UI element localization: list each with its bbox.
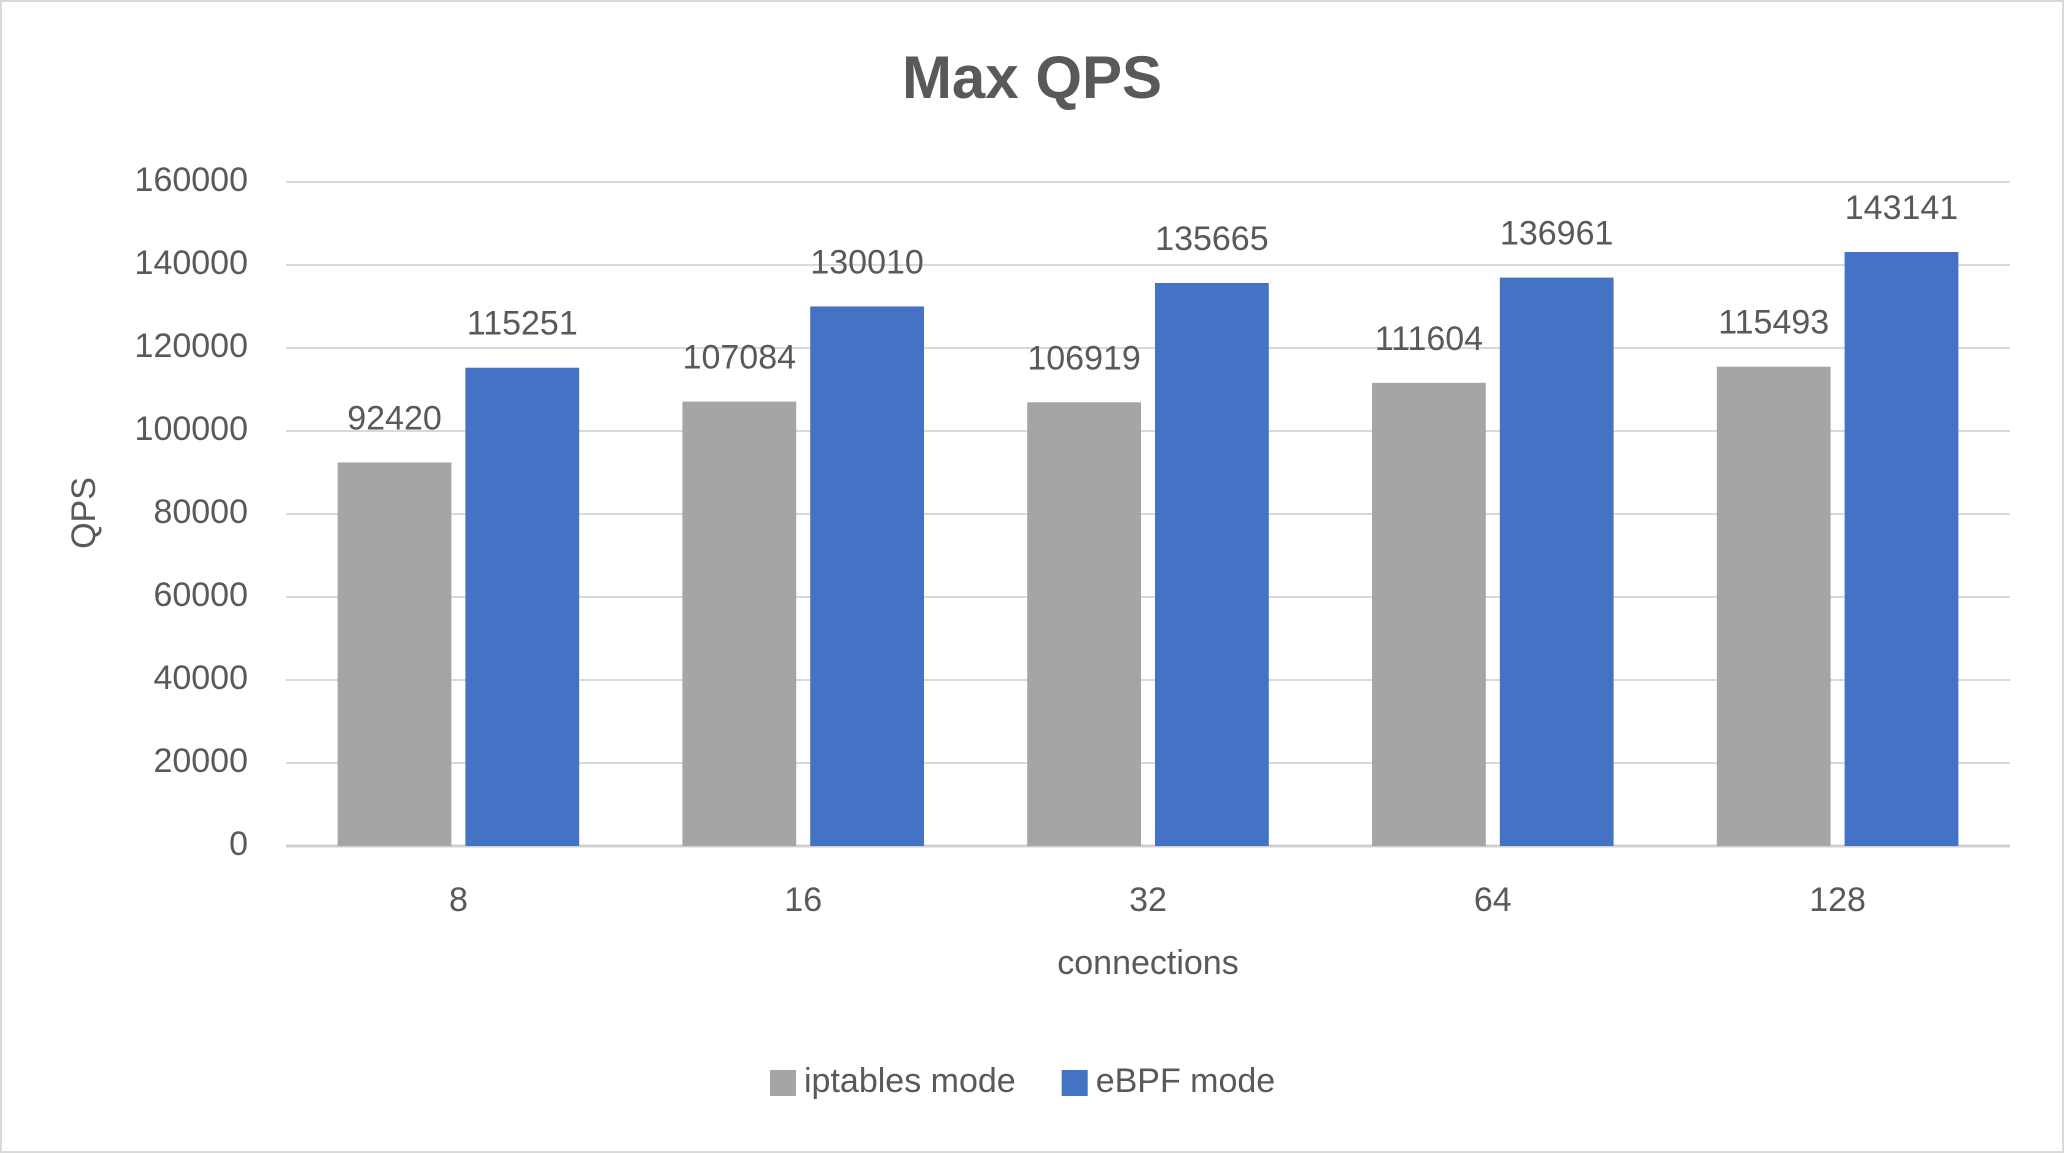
bar	[1155, 282, 1269, 847]
data-label: 115493	[1718, 304, 1829, 342]
bar	[1372, 382, 1486, 846]
x-tick-label: 16	[784, 881, 822, 919]
data-label: 107084	[683, 339, 796, 377]
x-tick-label: 128	[1809, 881, 1866, 919]
bar	[1027, 402, 1141, 846]
x-tick-label: 32	[1129, 881, 1167, 919]
y-tick-label: 80000	[153, 493, 248, 531]
data-label: 106919	[1027, 339, 1140, 377]
bar	[1716, 366, 1831, 846]
y-tick-label: 140000	[135, 244, 248, 282]
bar	[337, 462, 452, 846]
data-label: 135665	[1155, 220, 1268, 258]
legend-swatch	[770, 1070, 796, 1096]
data-label: 143141	[1845, 189, 1958, 227]
data-label: 111604	[1375, 320, 1483, 358]
chart-title: Max QPS	[902, 44, 1162, 111]
y-axis-title: QPS	[65, 477, 103, 549]
legend-swatch	[1061, 1070, 1088, 1096]
x-tick-label: 64	[1474, 881, 1512, 919]
y-tick-label: 40000	[153, 659, 248, 697]
x-axis-title: connections	[1057, 944, 1238, 982]
y-tick-label: 0	[229, 825, 248, 863]
bar	[465, 367, 580, 846]
bar	[1844, 251, 1959, 846]
y-tick-label: 60000	[153, 576, 248, 614]
data-label: 136961	[1500, 215, 1613, 253]
data-label: 92420	[347, 399, 442, 437]
bar	[682, 401, 797, 846]
data-label: 130010	[810, 243, 923, 281]
data-label: 115251	[467, 305, 578, 343]
legend-label: iptables mode	[804, 1062, 1016, 1100]
y-tick-label: 120000	[135, 327, 248, 365]
bar	[810, 306, 924, 846]
bar	[1499, 277, 1614, 847]
y-tick-label: 160000	[135, 161, 248, 199]
legend-label: eBPF mode	[1096, 1062, 1276, 1100]
y-tick-label: 20000	[153, 742, 248, 780]
y-tick-label: 100000	[135, 410, 248, 448]
x-tick-label: 8	[449, 881, 468, 919]
